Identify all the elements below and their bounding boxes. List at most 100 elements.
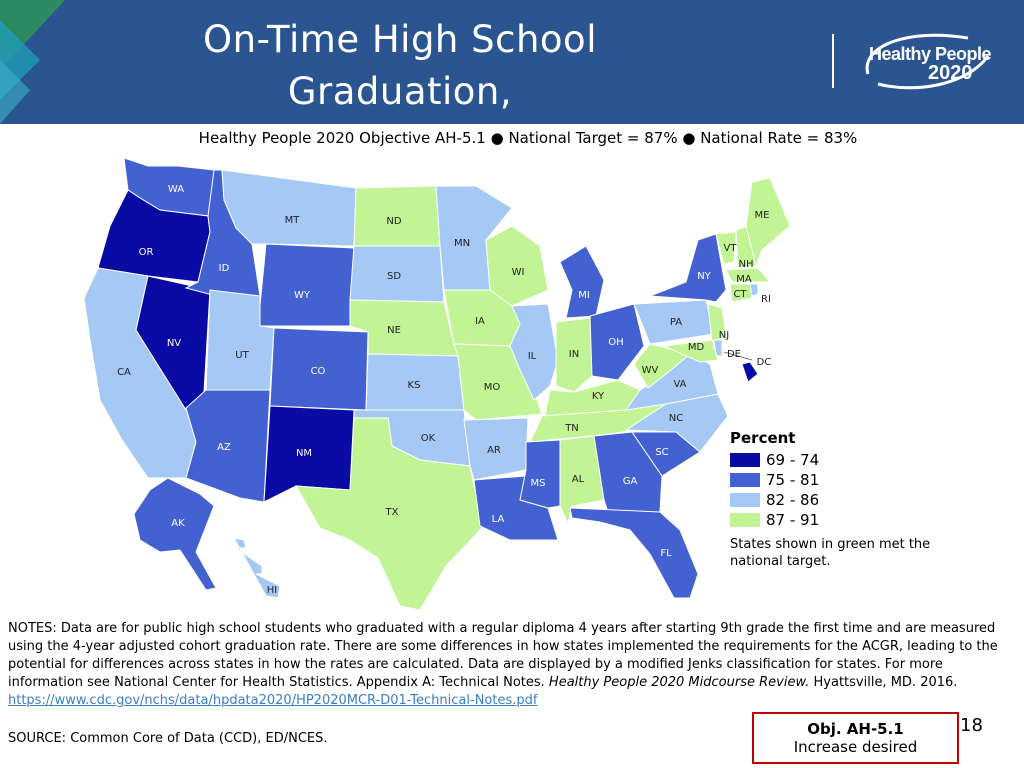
states-layer (83, 157, 791, 611)
header-decoration (0, 0, 65, 124)
state-CT (729, 283, 753, 303)
logo-year: 2020 (928, 62, 973, 84)
state-label-MN: MN (454, 238, 470, 249)
state-label-LA: LA (492, 514, 505, 525)
state-AK (133, 477, 217, 591)
legend-swatch (730, 453, 760, 467)
state-label-VT: VT (724, 243, 738, 254)
state-label-AK: AK (171, 518, 185, 529)
state-label-NM: NM (296, 448, 312, 459)
state-OH (589, 303, 645, 381)
state-IL (509, 303, 559, 401)
technical-notes-link[interactable]: https://www.cdc.gov/nchs/data/hpdata2020… (8, 693, 538, 708)
state-label-OH: OH (608, 337, 623, 348)
state-label-ND: ND (386, 216, 401, 227)
state-label-CO: CO (311, 366, 326, 377)
state-label-AR: AR (487, 445, 501, 456)
state-HI (233, 537, 281, 599)
state-NY (649, 233, 727, 303)
notes-citation-title: Healthy People 2020 Midcourse Review. (548, 675, 810, 690)
state-label-TX: TX (385, 507, 399, 518)
state-label-OR: OR (139, 247, 154, 258)
legend-label: 75 - 81 (766, 471, 820, 489)
logo-divider (832, 34, 834, 88)
state-label-MI: MI (578, 290, 590, 301)
objective-code: Obj. AH-5.1 (807, 720, 904, 738)
state-VT (715, 231, 737, 265)
state-label-SD: SD (387, 271, 401, 282)
state-label-UT: UT (235, 350, 249, 361)
state-label-MT: MT (285, 215, 301, 226)
state-MD (662, 339, 719, 363)
state-MS (519, 439, 561, 509)
state-label-DC: DC (757, 357, 772, 368)
legend-label: 87 - 91 (766, 511, 820, 529)
objective-direction: Increase desired (793, 738, 918, 756)
state-label-NC: NC (669, 413, 683, 424)
state-NJ (707, 303, 727, 343)
healthy-people-logo-swoosh (865, 33, 990, 90)
state-label-HI: HI (267, 585, 277, 596)
page-title: On-Time High School Graduation, 2014-15 (203, 18, 597, 124)
state-labels: WA OR CA NV ID MT WY UT AZ CO NM ND SD N… (117, 184, 771, 596)
state-label-AZ: AZ (217, 442, 231, 453)
slide-header: On-Time High School Graduation, 2014-15 … (0, 0, 1024, 124)
notes-text: NOTES: Data are for public high school s… (8, 621, 998, 690)
state-label-KY: KY (592, 391, 605, 402)
state-label-NV: NV (167, 338, 181, 349)
legend-item: 75 - 81 (730, 470, 990, 490)
state-label-WI: WI (512, 267, 525, 278)
state-label-PA: PA (670, 317, 682, 328)
legend-note: States shown in green met the national t… (730, 537, 931, 569)
state-WY (257, 243, 355, 327)
state-label-CA: CA (117, 367, 131, 378)
state-label-AL: AL (572, 474, 585, 485)
state-label-NY: NY (697, 271, 711, 282)
state-label-ME: ME (755, 210, 770, 221)
state-label-SC: SC (655, 447, 668, 458)
state-FL (569, 507, 699, 599)
state-label-TN: TN (564, 423, 579, 434)
legend-label: 82 - 86 (766, 491, 820, 509)
legend-item: 69 - 74 (730, 450, 990, 470)
state-label-MD: MD (688, 342, 705, 353)
legend-swatch (730, 513, 760, 527)
legend-swatch (730, 493, 760, 507)
state-label-MS: MS (531, 478, 546, 489)
legend-item: 87 - 91 (730, 510, 990, 530)
state-WI (485, 225, 549, 307)
legend-item: 82 - 86 (730, 490, 990, 510)
state-label-WV: WV (642, 365, 659, 376)
legend-title: Percent (730, 429, 796, 447)
state-label-VA: VA (673, 379, 686, 390)
subtitle: Healthy People 2020 Objective AH-5.1 ● N… (198, 129, 858, 147)
legend: Percent 69 - 74 75 - 81 82 - 86 87 - 91 … (730, 429, 990, 570)
page-number: 18 (960, 715, 983, 736)
state-label-WA: WA (168, 184, 184, 195)
logo-text: Healthy People (869, 44, 992, 64)
state-label-FL: FL (660, 548, 672, 559)
objective-box: Obj. AH-5.1 Increase desired (752, 712, 959, 764)
state-ME (745, 177, 791, 268)
state-label-NJ: NJ (719, 330, 729, 341)
state-RI (749, 283, 759, 297)
legend-label: 69 - 74 (766, 451, 820, 469)
state-label-RI: RI (761, 294, 771, 305)
state-label-IN: IN (569, 349, 579, 360)
state-label-CT: CT (733, 289, 747, 300)
state-label-NH: NH (739, 259, 754, 270)
state-label-ID: ID (219, 263, 230, 274)
state-label-OK: OK (421, 433, 436, 444)
state-label-MO: MO (484, 382, 501, 393)
state-label-WY: WY (294, 290, 311, 301)
state-label-IL: IL (528, 351, 537, 362)
us-states-map: WA OR CA NV ID MT WY UT AZ CO NM ND SD N… (83, 157, 791, 611)
dc-callout (723, 351, 753, 361)
state-label-MA: MA (736, 274, 752, 285)
state-TX (295, 417, 483, 611)
notes-citation-rest: Hyattsville, MD. 2016. (809, 675, 958, 690)
state-MA (725, 267, 772, 283)
state-label-IA: IA (475, 316, 485, 327)
state-MT (221, 169, 357, 247)
state-IN (555, 317, 593, 393)
